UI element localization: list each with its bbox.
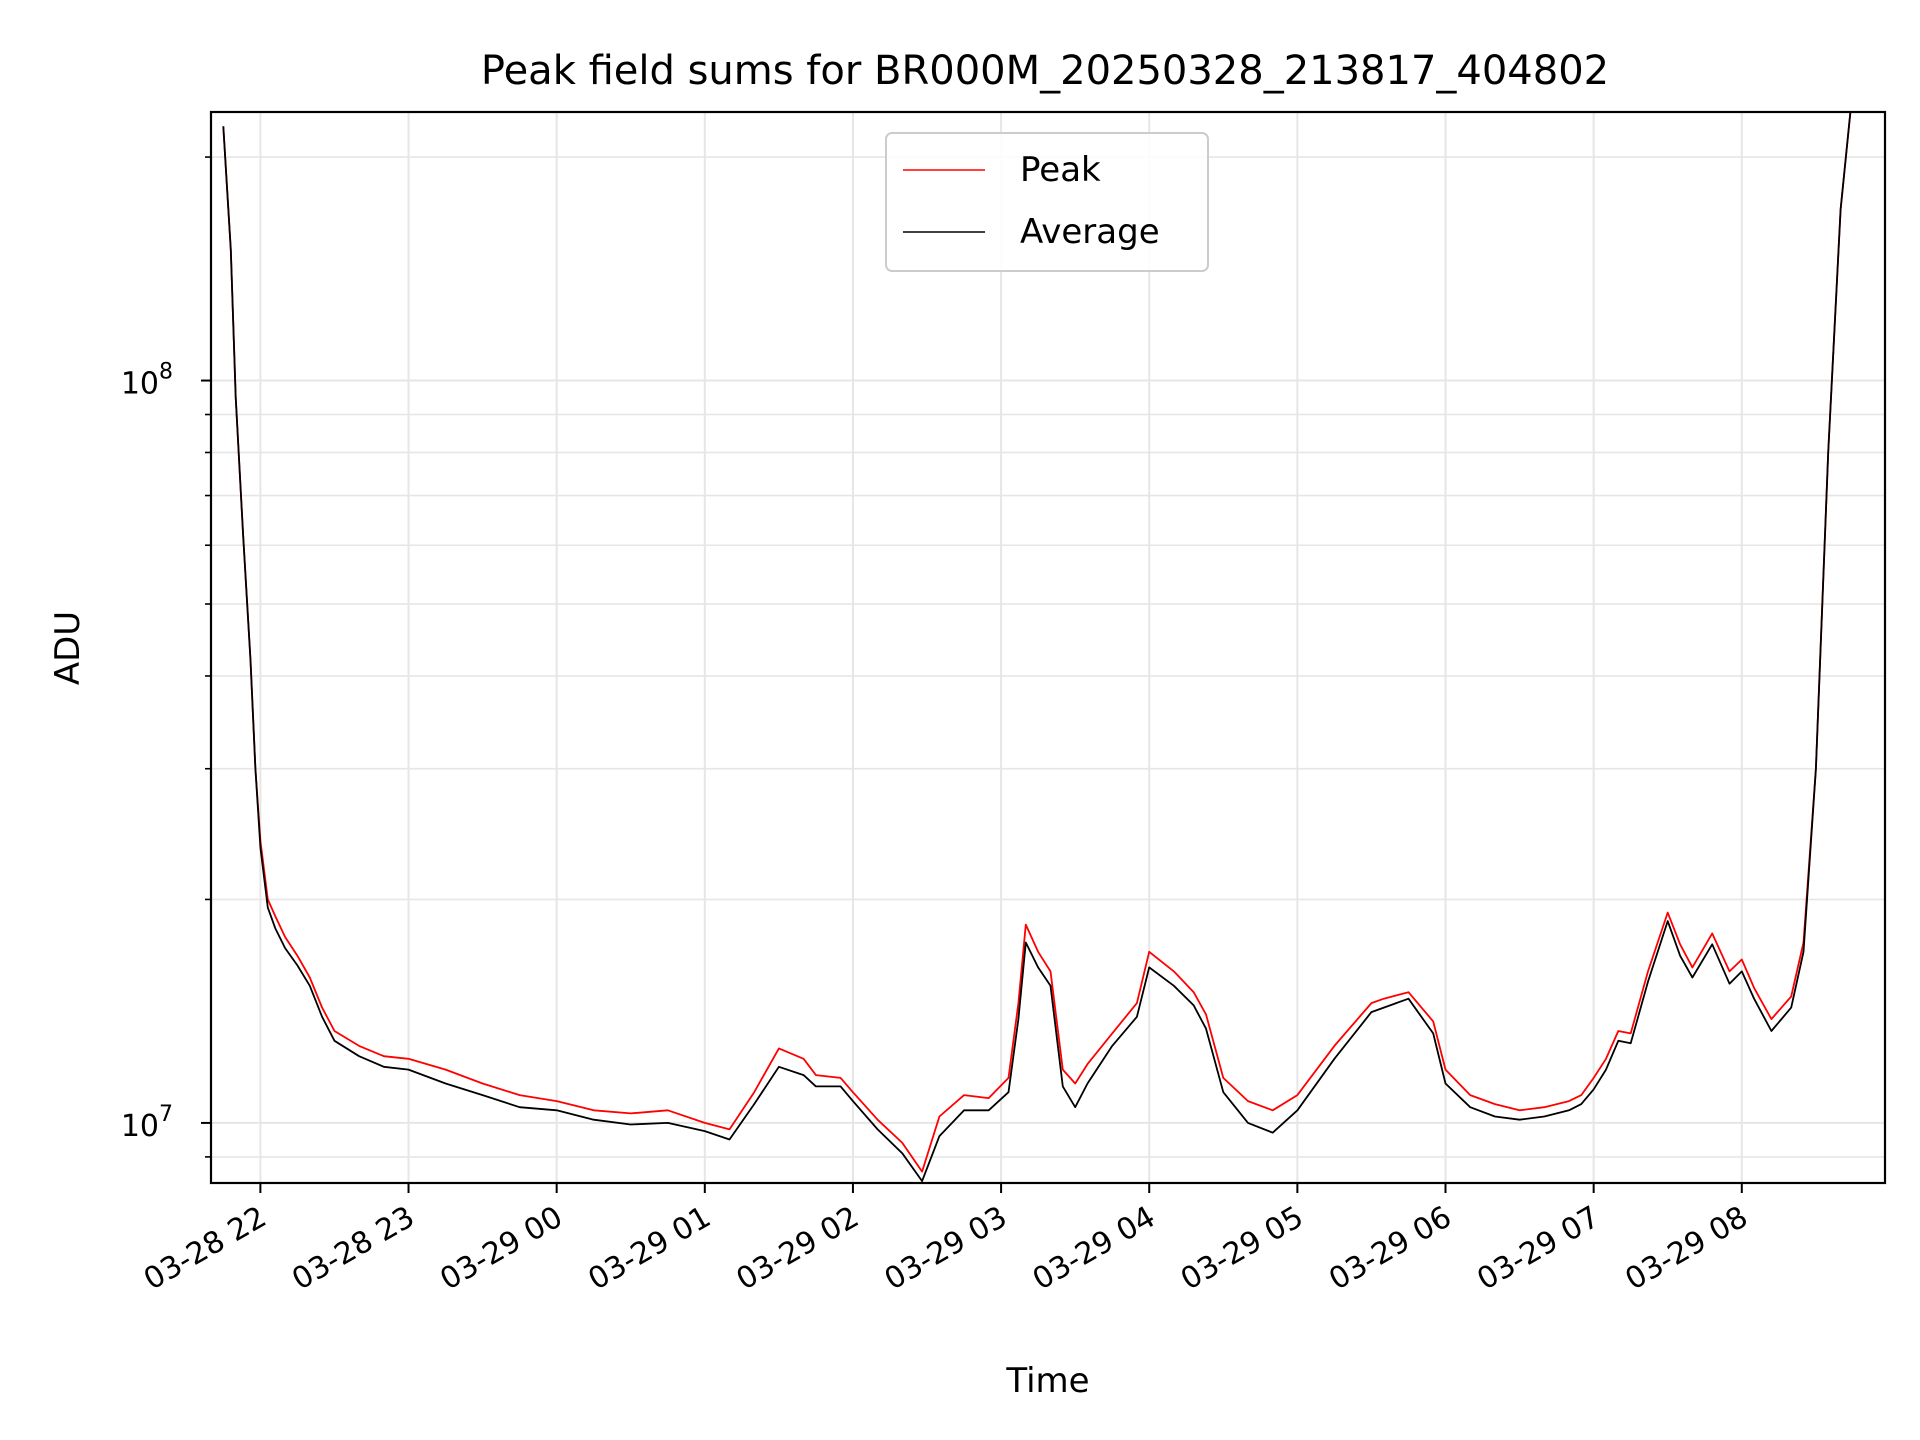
- legend-box: [885, 132, 1209, 272]
- legend: Peak Average: [885, 132, 1209, 272]
- y-tick-exponent: 8: [159, 360, 173, 385]
- legend-peak-label: Peak: [1020, 150, 1101, 190]
- legend-average-label: Average: [1020, 212, 1160, 252]
- series-layer: [222, 112, 1852, 1182]
- y-tick-label: 10: [121, 367, 159, 402]
- plot-frame: [209, 110, 1887, 1185]
- series-line-peak: [222, 112, 1852, 1173]
- series-line-average: [222, 112, 1852, 1182]
- x-axis-label: Time: [1005, 1361, 1089, 1401]
- chart-title: Peak field sums for BR000M_20250328_2138…: [481, 48, 1609, 94]
- y-axis-label: ADU: [48, 611, 88, 685]
- y-tick-exponent: 7: [159, 1102, 173, 1127]
- y-tick-label: 10: [121, 1109, 159, 1144]
